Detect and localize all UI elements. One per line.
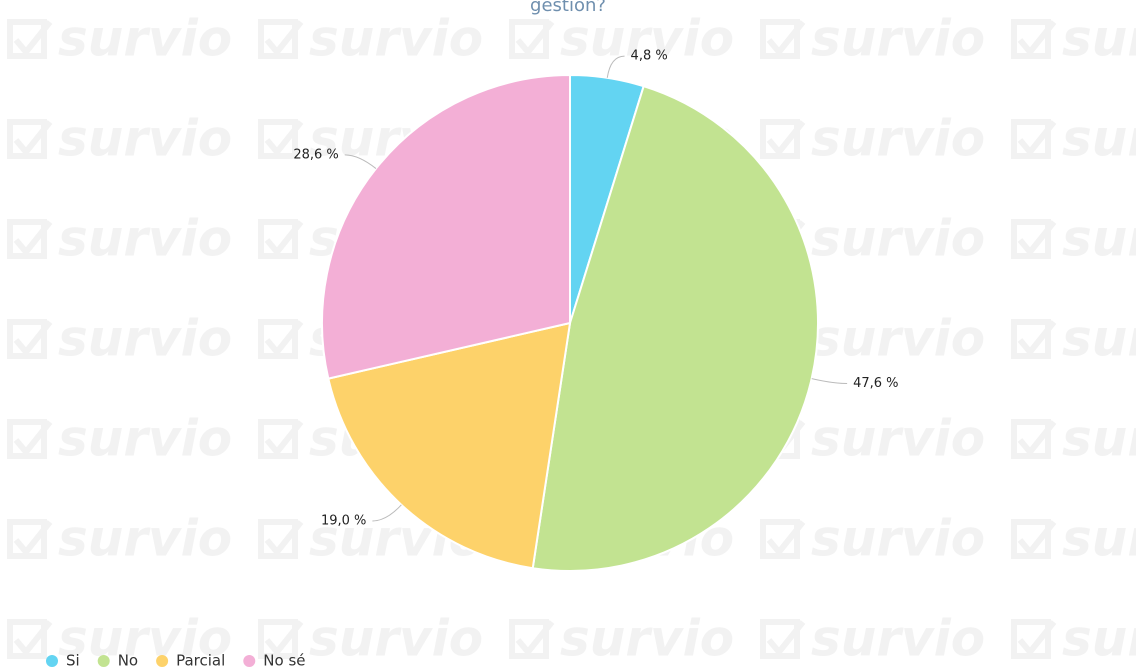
watermark-icon xyxy=(7,19,53,59)
watermark-text: survio xyxy=(1062,10,1136,68)
watermark-icon xyxy=(1011,419,1057,459)
data-label: 4,8 % xyxy=(631,49,668,64)
watermark-icon xyxy=(258,19,304,59)
watermark-icon xyxy=(1011,219,1057,259)
watermark-icon xyxy=(258,119,304,159)
legend-swatch xyxy=(156,655,169,667)
watermark-text: survio xyxy=(1062,210,1136,268)
legend-label: No sé xyxy=(263,652,305,670)
watermark-icon xyxy=(509,619,555,659)
legend-swatch xyxy=(97,655,110,667)
watermark-icon xyxy=(760,619,806,659)
label-connector xyxy=(344,154,377,169)
data-label: 47,6 % xyxy=(853,376,898,391)
pie-slice xyxy=(327,321,572,570)
watermark-text: survio xyxy=(1062,410,1136,468)
watermark-text: survio xyxy=(811,510,985,568)
legend-label: No xyxy=(118,652,138,670)
watermark-icon xyxy=(1011,19,1057,59)
legend-label: Si xyxy=(66,652,80,670)
legend-swatch xyxy=(46,655,58,667)
watermark-text: survio xyxy=(1062,510,1136,568)
watermark-text: survio xyxy=(1062,610,1136,668)
watermark-text: survio xyxy=(1062,110,1136,168)
pie-slice xyxy=(531,84,819,572)
watermark-text: survio xyxy=(58,310,232,368)
watermark-icon xyxy=(7,419,53,459)
watermark-icon xyxy=(258,419,304,459)
watermark-text: survio xyxy=(811,110,985,168)
watermark-icon xyxy=(509,19,555,59)
watermark-icon xyxy=(7,619,53,659)
label-connector xyxy=(811,378,848,385)
watermark-icon xyxy=(1011,619,1057,659)
watermark-text: survio xyxy=(58,510,232,568)
legend-swatch xyxy=(243,655,256,667)
data-label: 28,6 % xyxy=(293,147,338,162)
watermark-text: survio xyxy=(560,10,734,68)
watermark-icon xyxy=(760,519,806,559)
label-connector xyxy=(606,55,625,78)
watermark-icon xyxy=(258,619,304,659)
watermark-text: survio xyxy=(811,310,985,368)
watermark-icon xyxy=(258,319,304,359)
watermark-icon xyxy=(1011,119,1057,159)
watermark-text: survio xyxy=(58,110,232,168)
watermark-text: survio xyxy=(811,10,985,68)
watermark-icon xyxy=(1011,319,1057,359)
watermark-text: survio xyxy=(811,610,985,668)
watermark-text: survio xyxy=(309,10,483,68)
watermark-text: survio xyxy=(1062,310,1136,368)
watermark-icon xyxy=(7,319,53,359)
watermark-icon xyxy=(7,119,53,159)
watermark-icon xyxy=(258,219,304,259)
watermark-icon xyxy=(760,119,806,159)
label-connector xyxy=(372,504,402,522)
watermark-text: survio xyxy=(58,210,232,268)
watermark-text: survio xyxy=(811,210,985,268)
watermark-text: survio xyxy=(58,610,232,668)
chart-title: gestion? xyxy=(530,0,606,16)
watermark-text: survio xyxy=(58,10,232,68)
data-label: 19,0 % xyxy=(321,513,366,528)
watermark-icon xyxy=(7,219,53,259)
watermark-icon xyxy=(7,519,53,559)
watermark-icon xyxy=(258,519,304,559)
watermark-text: survio xyxy=(560,610,734,668)
watermark-icon xyxy=(1011,519,1057,559)
watermark-text: survio xyxy=(811,410,985,468)
watermark-icon xyxy=(760,19,806,59)
watermark-text: survio xyxy=(309,610,483,668)
watermark-text: survio xyxy=(58,410,232,468)
legend-label: Parcial xyxy=(176,652,225,670)
